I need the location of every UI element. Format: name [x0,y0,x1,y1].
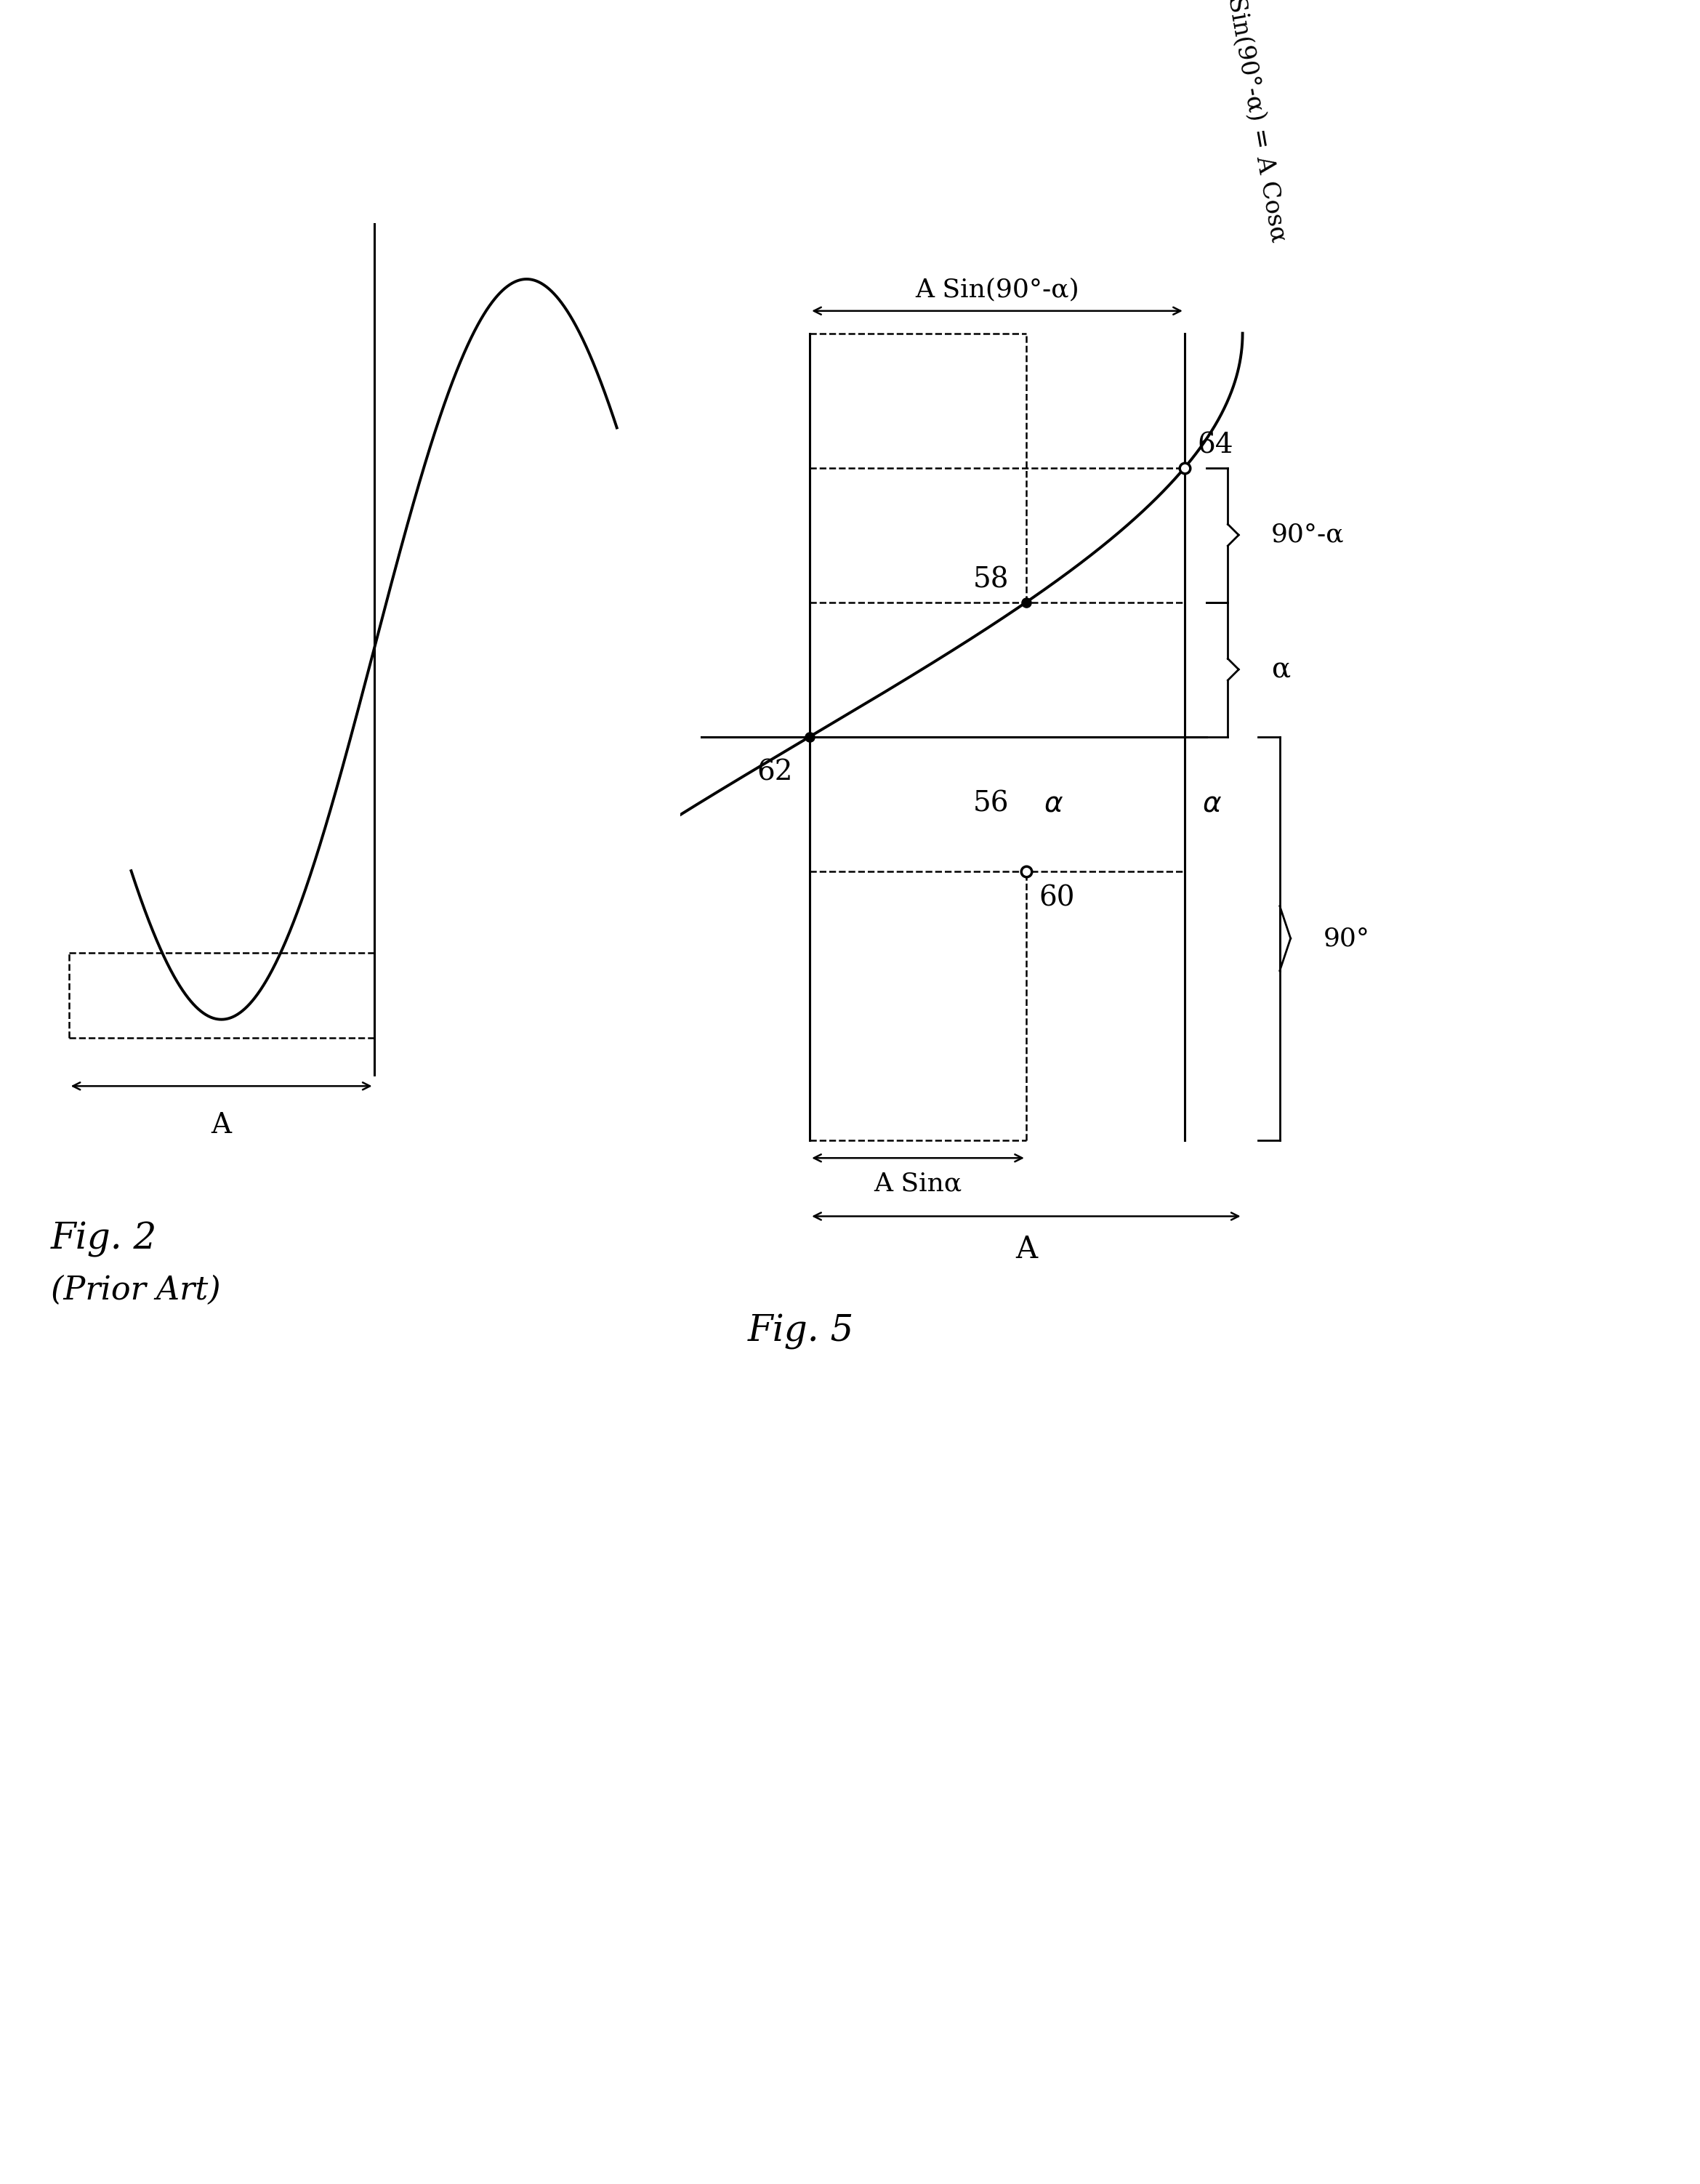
Text: 58: 58 [972,566,1008,594]
Text: 56: 56 [972,791,1008,817]
Text: α: α [1272,655,1290,684]
Text: Fig. 2: Fig. 2 [51,1221,158,1258]
Text: Fig. 5: Fig. 5 [748,1313,855,1350]
Text: $\alpha$: $\alpha$ [1044,791,1062,817]
Point [796,719,823,753]
Point [1171,450,1198,485]
Text: 64: 64 [1197,432,1234,459]
Point [1013,854,1040,889]
Text: $\alpha$: $\alpha$ [1202,791,1222,817]
Text: 90°: 90° [1323,926,1370,950]
Text: 60: 60 [1039,885,1074,911]
Text: (Prior Art): (Prior Art) [51,1275,221,1306]
Text: A Sinα: A Sinα [874,1171,962,1197]
Text: A: A [1015,1234,1037,1265]
Text: A Sin(90°-α) = A Cosα: A Sin(90°-α) = A Cosα [1219,0,1290,245]
Text: A Sin(90°-α): A Sin(90°-α) [915,277,1080,301]
Text: A: A [211,1112,231,1138]
Text: 90°-α: 90°-α [1272,522,1345,548]
Text: 62: 62 [756,760,792,786]
Point [1013,585,1040,620]
